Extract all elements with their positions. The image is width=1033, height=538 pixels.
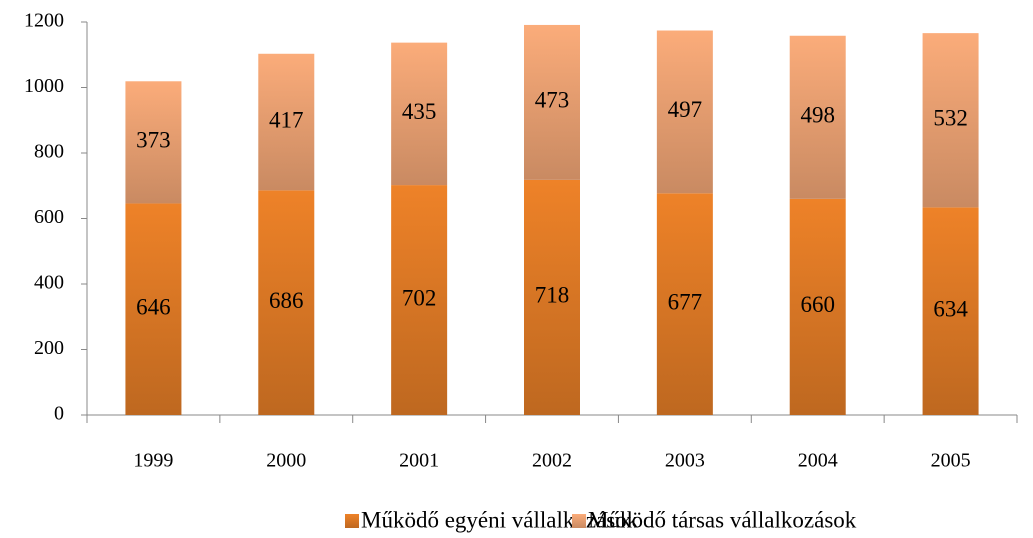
data-label: 417	[269, 107, 304, 132]
data-label: 498	[800, 103, 835, 128]
bar-segment	[391, 185, 448, 415]
data-label: 473	[535, 88, 570, 113]
data-label: 660	[800, 292, 835, 317]
y-tick-label: 0	[54, 403, 64, 425]
bar-segment	[789, 35, 846, 199]
x-tick-label: 2000	[266, 450, 306, 472]
legend-label: Működő társas vállalkozások	[588, 507, 857, 532]
x-tick-label: 2004	[798, 450, 838, 472]
x-tick-label: 2003	[665, 450, 705, 472]
legend-label: Működő egyéni vállalkozások	[361, 507, 639, 532]
data-label: 634	[933, 296, 968, 321]
data-label: 497	[668, 97, 703, 122]
bar-segment	[258, 53, 315, 191]
bar-segment	[125, 203, 182, 415]
x-tick-label: 2002	[532, 450, 572, 472]
bar-segment	[125, 81, 182, 204]
bar-segment	[922, 207, 979, 415]
y-tick-label: 800	[34, 141, 64, 163]
legend-swatch	[572, 514, 586, 528]
bar-segment	[524, 179, 580, 415]
data-label: 373	[136, 128, 171, 153]
x-tick-label: 2005	[931, 450, 971, 472]
data-label: 677	[668, 289, 703, 314]
data-label: 532	[933, 106, 968, 131]
y-tick-label: 1000	[24, 75, 64, 97]
legend-swatch	[345, 514, 359, 528]
y-tick-label: 600	[34, 206, 64, 228]
bar-segment	[922, 33, 979, 208]
bar-segment	[391, 42, 448, 186]
data-label: 646	[136, 294, 171, 319]
bar-segment	[524, 24, 580, 180]
bar-segment	[789, 198, 846, 415]
data-label: 435	[402, 99, 437, 124]
bar-segment	[258, 190, 315, 415]
y-tick-label: 200	[34, 337, 64, 359]
x-tick-label: 1999	[133, 450, 173, 472]
y-tick-label: 1200	[24, 10, 64, 32]
bar-segment	[656, 30, 713, 194]
data-label: 686	[269, 288, 304, 313]
x-tick-label: 2001	[399, 450, 439, 472]
data-label: 718	[535, 283, 570, 308]
bar-segment	[656, 193, 713, 415]
y-tick-label: 400	[34, 272, 64, 294]
data-label: 702	[402, 285, 437, 310]
